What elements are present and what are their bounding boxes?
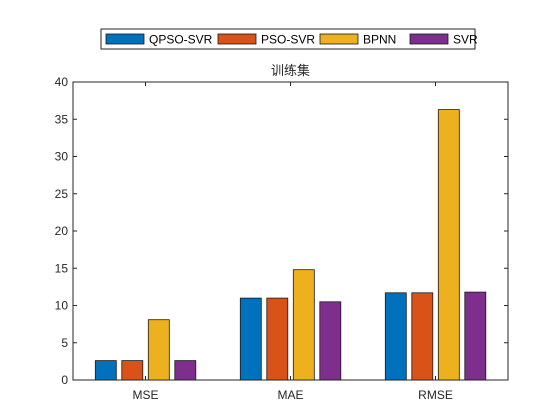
y-tick-label: 25 bbox=[55, 187, 69, 201]
bar-svr-mae bbox=[319, 301, 342, 381]
y-tick-label: 5 bbox=[61, 336, 68, 350]
y-tick-label: 0 bbox=[61, 373, 68, 387]
y-axis: 0 5 10 15 20 25 30 35 40 bbox=[55, 75, 508, 387]
legend-label-qpso-svr: QPSO-SVR bbox=[149, 33, 213, 47]
bar-qpso-svr-mae bbox=[239, 297, 262, 381]
y-tick-label: 15 bbox=[55, 261, 69, 275]
bar-pso-svr-mse bbox=[121, 360, 144, 381]
bar-bpnn-mse bbox=[147, 319, 170, 381]
bar-qpso-svr-mse bbox=[94, 360, 117, 381]
y-tick-label: 10 bbox=[55, 299, 69, 313]
bar-bpnn-mae bbox=[292, 269, 315, 381]
x-axis: MSE MAE RMSE bbox=[132, 82, 453, 402]
bar-bpnn-rmse bbox=[437, 109, 460, 381]
plot-area bbox=[72, 81, 509, 381]
legend-label-bpnn: BPNN bbox=[363, 33, 396, 47]
bars bbox=[94, 109, 487, 381]
legend-swatch-pso-svr bbox=[217, 33, 257, 45]
y-tick-label: 30 bbox=[55, 150, 69, 164]
legend-label-pso-svr: PSO-SVR bbox=[261, 33, 315, 47]
bar-qpso-svr-rmse bbox=[384, 292, 407, 381]
legend: QPSO-SVR PSO-SVR BPNN SVR bbox=[100, 28, 478, 50]
y-tick-label: 20 bbox=[55, 224, 69, 238]
legend-box bbox=[100, 28, 476, 50]
chart-title: 训练集 bbox=[271, 63, 310, 79]
bar-svr-rmse bbox=[464, 291, 487, 381]
legend-label-svr: SVR bbox=[453, 33, 478, 47]
legend-swatch-qpso-svr bbox=[105, 33, 145, 45]
legend-swatch-svr bbox=[409, 33, 449, 45]
x-tick-label: MAE bbox=[277, 388, 303, 402]
x-tick-label: RMSE bbox=[418, 388, 453, 402]
bar-svr-mse bbox=[174, 360, 197, 381]
bar-pso-svr-rmse bbox=[411, 292, 434, 381]
legend-swatch-bpnn bbox=[319, 33, 359, 45]
y-tick-label: 35 bbox=[55, 112, 69, 126]
x-tick-label: MSE bbox=[132, 388, 158, 402]
y-tick-label: 40 bbox=[55, 75, 69, 89]
bar-pso-svr-mae bbox=[266, 297, 289, 381]
